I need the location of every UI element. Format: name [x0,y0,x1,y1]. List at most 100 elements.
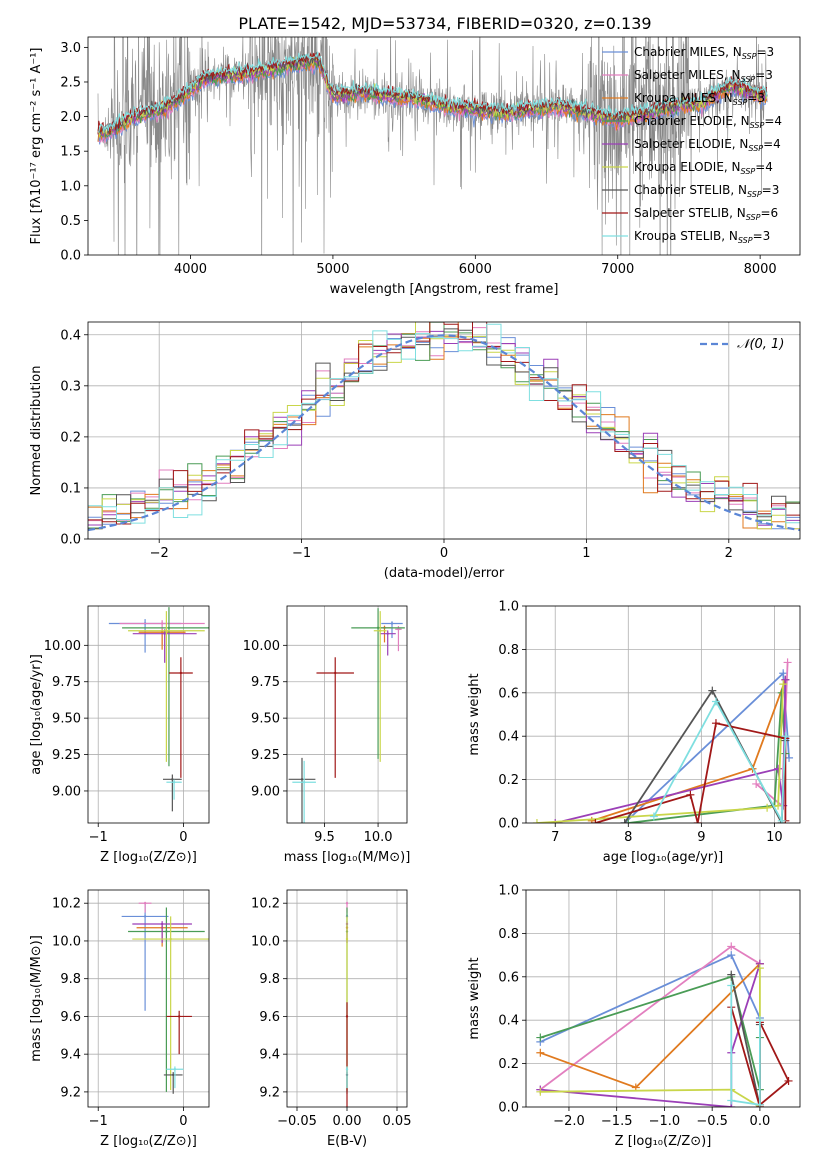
weight-marker [624,819,633,823]
data-point [345,937,349,941]
y-tick-label: 0.0 [60,533,81,548]
weight-marker [711,697,720,706]
data-point [177,1015,181,1018]
weight-marker [649,812,658,821]
y-tick-label: 9.25 [251,748,280,763]
spectrum-legend: Chabrier MILES, NSSP=3 Salpeter MILES, NS… [602,45,782,245]
y-axis-label: Normed distribution [29,366,44,496]
weight-marker [774,801,783,810]
reference-legend-label: 𝒩(0, 1) [737,337,784,352]
weight-marker [620,819,629,823]
plot-area-mass_vs_ebv [345,901,349,1107]
y-tick-label: 1.0 [498,600,519,615]
plot-area-mass_vs_Z [121,901,209,1094]
weight-marker [686,790,695,799]
legend-label: Kroupa ELODIE, NSSP=4 [634,160,773,176]
y-tick-label: 3.0 [60,41,81,56]
y-tick-label: 0.2 [498,1057,519,1072]
plot-area-age_vs_Z [108,607,209,812]
legend-label: Salpeter MILES, NSSP=3 [634,68,773,84]
weight-marker [536,1033,545,1042]
weight-marker [752,779,761,788]
y-tick-label: 9.2 [60,1085,81,1100]
x-tick-label: 9.5 [314,830,335,845]
data-point [171,778,174,781]
legend-label: Salpeter ELODIE, NSSP=4 [634,137,781,153]
data-point [397,628,400,631]
y-tick-label: 0.4 [498,1014,519,1029]
weight-marker [774,764,783,773]
y-tick-label: 10.00 [243,639,280,654]
x-tick-label: 0 [440,546,448,561]
y-tick-label: 9.75 [251,675,280,690]
data-point [345,1015,349,1018]
weight-marker [781,732,790,741]
x-tick-label: 10.0 [364,830,393,845]
weight-marker [783,658,792,667]
axes-frame [87,36,801,256]
y-tick-label: 0.1 [60,481,81,496]
data-point [300,778,304,781]
legend-label: Kroupa STELIB, NSSP=3 [634,229,770,245]
plot-area-mass_weight_vs_age [532,658,794,823]
weight-series-9 [653,699,787,823]
x-tick-label: 10 [766,830,783,845]
x-axis-label: Z [log₁₀(Z/Z⊙)] [100,850,197,865]
x-tick-label: −2.0 [553,1114,585,1129]
weight-marker [755,964,764,973]
x-tick-label: 0.00 [333,1114,362,1129]
x-axis-label: E(B-V) [327,1134,367,1149]
x-tick-label: 0.05 [383,1114,412,1129]
axes-frame [87,605,210,824]
weight-marker [536,1087,545,1096]
y-tick-label: 9.8 [259,972,280,987]
data-point [345,1068,349,1071]
axes-frame [87,889,210,1108]
data-point [345,902,349,905]
x-tick-label: −1.0 [649,1114,681,1129]
y-tick-label: 10.00 [44,639,81,654]
y-axis-label: Flux [fλ10⁻¹⁷ erg cm⁻² s⁻¹ A⁻¹] [29,48,44,245]
data-point [172,781,176,784]
plot-area-residuals [88,322,800,532]
data-point [376,626,380,630]
y-tick-label: 9.6 [259,1010,280,1025]
model-spectrum-2 [97,59,768,144]
x-axis-label: age [log₁₀(age/yr)] [603,850,724,865]
weight-marker [587,816,596,823]
x-tick-label: 2 [725,546,733,561]
weight-marker [536,1048,545,1057]
x-tick-label: 5000 [316,262,349,277]
y-tick-label: 9.4 [60,1048,81,1063]
y-tick-label: 9.50 [251,712,280,727]
legend-label: Chabrier MILES, NSSP=3 [634,45,774,61]
y-tick-label: 1.5 [60,145,81,160]
weight-series-4 [628,692,787,823]
data-point [173,1068,177,1071]
y-tick-label: 0.4 [498,730,519,745]
plot-area-mass_weight_vs_Z [536,942,793,1107]
x-axis-label: mass [log₁₀(M/M⊙)] [284,850,411,865]
residual-histogram-9 [88,323,800,524]
legend-label: Salpeter STELIB, NSSP=6 [634,206,778,222]
y-tick-label: 9.50 [52,712,81,727]
data-point [163,632,166,635]
panel-mass_vs_Z: −1 0 9.2 9.4 9.6 9.8 10.0 10.2 Z [log₁₀(Z/Z⊙)] ma… [29,889,210,1149]
axes-frame [525,889,801,1108]
y-tick-label: 9.00 [52,784,81,799]
x-axis-label: Z [log₁₀(Z/Z⊙)] [100,1134,197,1149]
x-tick-label: 6000 [459,262,492,277]
x-tick-label: 4000 [174,262,207,277]
data-point [143,915,147,918]
weight-marker [785,753,794,762]
weight-marker [693,819,702,823]
x-tick-label: 0 [179,830,187,845]
data-point [386,632,389,635]
y-tick-label: 0.4 [60,328,81,343]
residual-histogram-3 [88,322,800,529]
weight-marker [779,669,788,678]
y-tick-label: 0.5 [60,214,81,229]
x-tick-label: 8000 [744,262,777,277]
y-tick-label: 9.75 [52,675,81,690]
